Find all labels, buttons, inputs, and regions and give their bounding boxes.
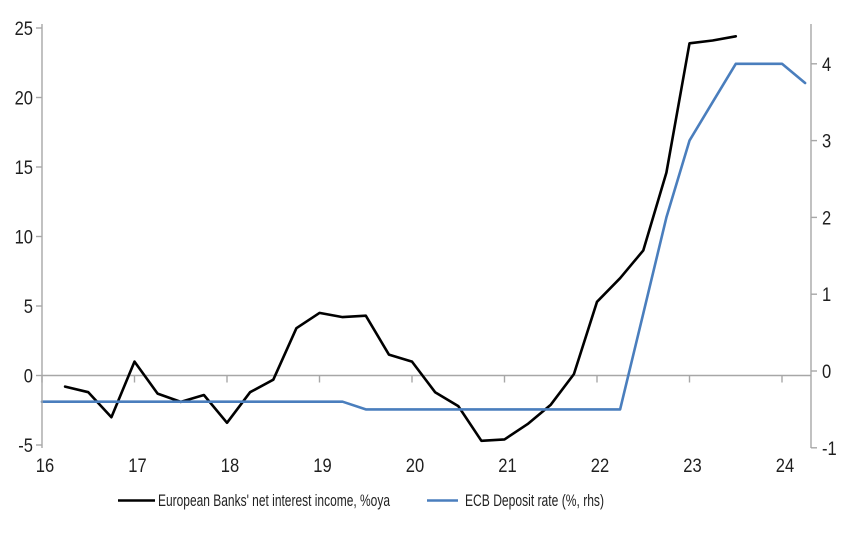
left-axis-tick-label: 5 <box>24 297 33 318</box>
x-axis-year-label: 17 <box>128 456 146 477</box>
right-axis-tick-label: 1 <box>822 285 831 306</box>
right-axis-tick-label: 4 <box>822 55 832 76</box>
legend: European Banks' net interest income, %oy… <box>118 491 604 510</box>
series-layer <box>40 34 807 443</box>
right-axis-tick-label: 0 <box>822 362 831 383</box>
nii-series-line <box>63 34 738 443</box>
x-axis-year-label: 21 <box>498 456 516 477</box>
x-axis-year-label: 16 <box>36 456 54 477</box>
x-axis-year-label: 23 <box>683 456 701 477</box>
ecb-rate-series-line <box>40 62 807 411</box>
x-axis-year-label: 24 <box>776 456 795 477</box>
x-axis-year-label: 22 <box>591 456 609 477</box>
right-axis-tick-label: 2 <box>822 208 831 229</box>
left-axis-tick-label: 0 <box>24 367 33 388</box>
left-axis-tick-label: -5 <box>18 436 33 457</box>
legend-label-ecb: ECB Deposit rate (%, rhs) <box>465 491 604 510</box>
right-axis-tick-label: 3 <box>822 132 831 153</box>
legend-label-nii: European Banks' net interest income, %oy… <box>158 491 390 510</box>
x-axis-year-label: 18 <box>221 456 239 477</box>
x-axis-year-label: 20 <box>406 456 424 477</box>
left-axis-tick-label: 10 <box>15 228 33 249</box>
left-axis-tick-label: 25 <box>15 19 33 40</box>
left-axis-tick-label: 20 <box>15 89 33 110</box>
x-axis-year-label: 19 <box>313 456 331 477</box>
left-axis-tick-label: 15 <box>15 158 33 179</box>
right-axis-tick-label: -1 <box>822 439 837 460</box>
